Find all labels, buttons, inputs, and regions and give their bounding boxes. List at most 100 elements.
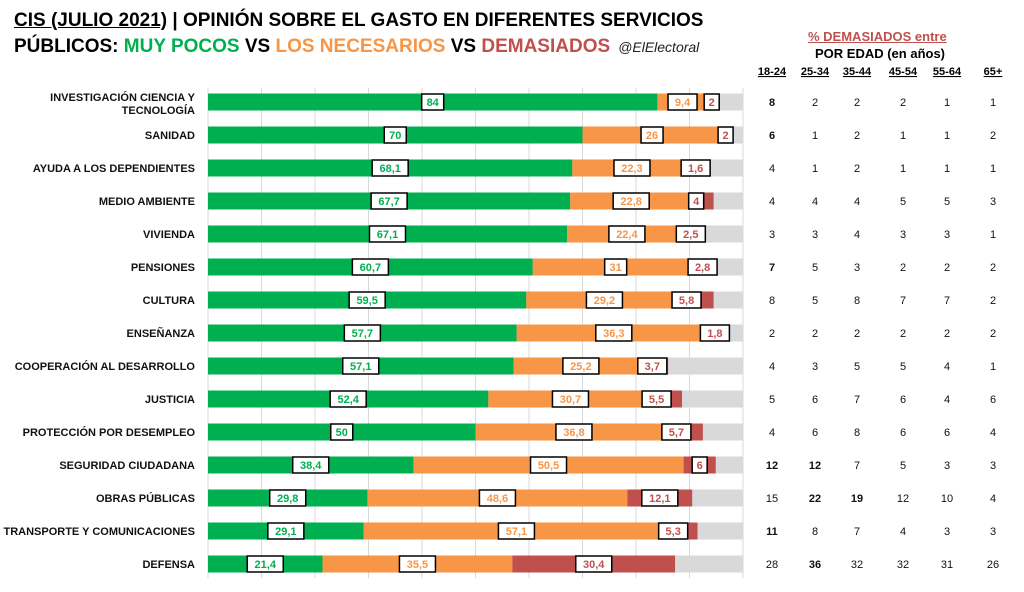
data-label-muy-pocos: 59,5	[356, 295, 377, 307]
data-label-demasiados: 5,7	[669, 427, 684, 439]
data-label-demasiados: 2	[723, 130, 729, 142]
age-table-cell: 1	[944, 163, 950, 175]
title-vs-2: VS	[445, 36, 482, 57]
age-table-cell: 1	[812, 130, 818, 142]
data-label-muy-pocos: 57,7	[352, 328, 373, 340]
age-table-cell: 3	[812, 229, 818, 241]
data-label-box	[341, 357, 380, 375]
age-table-cell: 2	[990, 130, 996, 142]
data-label-demasiados: 12,1	[649, 493, 670, 505]
data-label-box	[574, 555, 613, 573]
age-table-cell: 1	[990, 163, 996, 175]
data-label-demasiados: 3,7	[645, 361, 660, 373]
age-table-cell: 28	[766, 559, 778, 571]
data-label-box	[703, 93, 720, 111]
age-table-cell: 3	[812, 361, 818, 373]
age-table-cell: 3	[990, 460, 996, 472]
chart-title-line2: PÚBLICOS: MUY POCOS VS LOS NECESARIOS VS…	[14, 36, 699, 58]
age-table-cell: 5	[854, 361, 860, 373]
side-table-title: % DEMASIADOS entre	[808, 29, 947, 44]
age-table-cell: 2	[854, 163, 860, 175]
data-label-box	[370, 192, 408, 210]
age-table-cell: 2	[854, 97, 860, 109]
age-table-cell: 2	[944, 328, 950, 340]
age-table-cell: 7	[944, 295, 950, 307]
data-label-box	[398, 555, 437, 573]
age-table-cell: 7	[854, 460, 860, 472]
data-label-muy-pocos: 70	[389, 130, 401, 142]
data-label-box	[478, 489, 517, 507]
data-label-box	[343, 324, 382, 342]
data-label-box	[671, 291, 702, 309]
category-label: MEDIO AMBIENTE	[99, 196, 195, 208]
data-label-box	[529, 456, 568, 474]
data-label-necesarios: 22,3	[621, 163, 642, 175]
age-table-cell: 3	[990, 526, 996, 538]
category-label: TRANSPORTE Y COMUNICACIONES	[3, 526, 195, 538]
age-table-cell: 3	[900, 229, 906, 241]
age-table-cell: 32	[897, 559, 909, 571]
data-label-box	[330, 423, 354, 441]
age-table-cell: 7	[900, 295, 906, 307]
data-label-necesarios: 36,3	[603, 328, 624, 340]
age-group-header: 25-34	[801, 66, 830, 78]
age-group-header: 18-24	[758, 66, 787, 78]
data-label-necesarios: 48,6	[487, 493, 508, 505]
data-label-demasiados: 4	[693, 196, 700, 208]
data-label-box	[657, 522, 689, 540]
age-table-cell: 32	[851, 559, 863, 571]
age-table-cell: 11	[766, 526, 778, 538]
data-label-demasiados: 2,5	[683, 229, 698, 241]
data-label-necesarios: 31	[610, 262, 622, 274]
data-label-box	[680, 159, 711, 177]
age-table-cell: 4	[944, 361, 950, 373]
data-label-box	[562, 357, 600, 375]
data-label-box	[641, 489, 679, 507]
data-label-necesarios: 35,5	[407, 559, 428, 571]
data-label-box	[687, 258, 718, 276]
age-table-cell: 5	[900, 361, 906, 373]
data-label-necesarios: 50,5	[538, 460, 559, 472]
age-table-cell: 36	[809, 559, 821, 571]
category-label: PROTECCIÓN POR DESEMPLEO	[23, 426, 196, 439]
category-label: CULTURA	[143, 295, 195, 307]
category-label: COOPERACIÓN AL DESARROLLO	[15, 360, 196, 373]
data-label-muy-pocos: 60,7	[360, 262, 381, 274]
data-label-box	[641, 390, 672, 408]
category-label: VIVIENDA	[143, 229, 195, 241]
age-table-cell: 4	[854, 196, 860, 208]
age-table-cell: 1	[900, 130, 906, 142]
title-necesarios: LOS NECESARIOS	[275, 36, 446, 57]
data-label-muy-pocos: 38,4	[300, 460, 322, 472]
data-label-muy-pocos: 57,1	[350, 361, 371, 373]
age-table-cell: 4	[854, 229, 860, 241]
data-label-muy-pocos: 29,8	[277, 493, 298, 505]
data-label-necesarios: 26	[646, 130, 658, 142]
age-table-cell: 10	[941, 493, 953, 505]
age-table-cell: 8	[854, 295, 860, 307]
data-label-demasiados: 1,6	[688, 163, 703, 175]
age-table-cell: 2	[812, 328, 818, 340]
title-demasiados: DEMASIADOS	[481, 36, 611, 57]
data-label-box	[497, 522, 536, 540]
age-table-cell: 2	[990, 295, 996, 307]
data-label-muy-pocos: 67,1	[377, 229, 398, 241]
age-table-cell: 12	[897, 493, 909, 505]
data-label-box	[640, 126, 664, 144]
data-label-box	[585, 291, 624, 309]
category-label: SEGURIDAD CIUDADANA	[59, 460, 195, 472]
data-label-muy-pocos: 21,4	[255, 559, 277, 571]
age-table-cell: 22	[809, 493, 821, 505]
data-label-box	[667, 93, 698, 111]
data-label-box	[383, 126, 407, 144]
age-table-cell: 2	[854, 328, 860, 340]
age-table-cell: 5	[944, 196, 950, 208]
category-label: INVESTIGACIÓN CIENCIA Y TECNOLOGÍA	[50, 91, 196, 117]
age-table-cell: 15	[766, 493, 778, 505]
age-table-cell: 6	[812, 427, 818, 439]
age-table-cell: 12	[809, 460, 821, 472]
data-label-box	[717, 126, 734, 144]
data-label-box	[329, 390, 367, 408]
age-table-cell: 2	[900, 328, 906, 340]
title-source: CIS (JULIO 2021)	[14, 10, 168, 31]
